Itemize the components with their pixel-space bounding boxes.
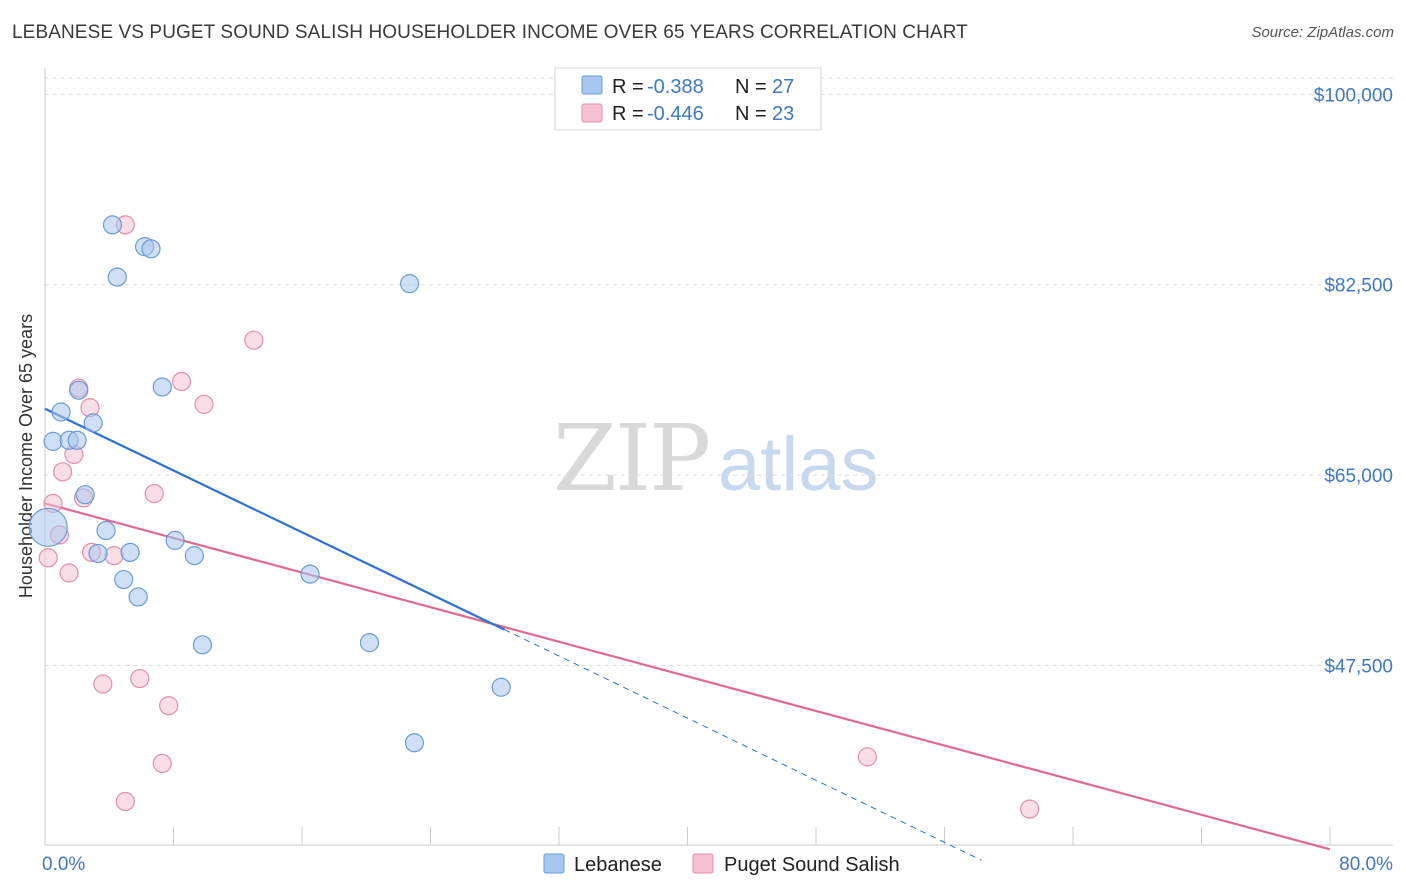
legend-label-puget-sound-salish: Puget Sound Salish [724, 854, 900, 876]
legend-label-lebanese: Lebanese [574, 854, 662, 876]
point-puget-sound-salish [152, 753, 172, 774]
point-lebanese [192, 635, 213, 655]
point-puget-sound-salish [130, 668, 150, 689]
point-puget-sound-salish [857, 747, 878, 767]
stats-legend-r-label-blue: R = [612, 76, 644, 98]
point-lebanese [491, 677, 511, 697]
point-lebanese [69, 380, 89, 400]
data-points [28, 215, 1040, 819]
chart-title: LEBANESE VS PUGET SOUND SALISH HOUSEHOLD… [12, 22, 968, 43]
stats-legend-n-label-pink: N = [735, 103, 767, 125]
stats-legend-r-value-pink: -0.446 [647, 103, 704, 125]
point-puget-sound-salish [244, 330, 264, 350]
y-tick-labels: $100,000 $82,500 $65,000 $47,500 [1314, 85, 1393, 677]
point-puget-sound-salish [171, 371, 192, 392]
trend-line-lebanese [44, 407, 505, 631]
point-puget-sound-salish [194, 394, 214, 414]
point-lebanese [141, 239, 161, 259]
point-lebanese [128, 587, 148, 607]
stats-legend-n-label-blue: N = [735, 76, 767, 98]
x-tick-label-min: 0.0% [42, 854, 85, 875]
point-lebanese [107, 267, 127, 287]
series-legend: Lebanese Puget Sound Salish [543, 853, 900, 876]
x-tick-label-max: 80.0% [1339, 854, 1393, 875]
stats-legend-n-value-pink: 23 [772, 103, 794, 125]
point-lebanese [114, 569, 134, 590]
point-lebanese [67, 430, 87, 450]
point-lebanese [75, 485, 95, 505]
watermark-atlas: atlas [718, 422, 879, 507]
axes [44, 68, 1393, 846]
point-lebanese [96, 520, 116, 541]
y-tick-label-100000: $100,000 [1314, 85, 1393, 106]
trend-lines [44, 407, 1331, 861]
trend-line-puget-sound-salish [44, 502, 1331, 851]
point-puget-sound-salish [104, 546, 124, 566]
stats-legend: R = -0.388 N = 27 R = -0.446 N = 23 [554, 67, 822, 131]
point-lebanese [359, 633, 380, 653]
point-lebanese [404, 733, 425, 753]
point-lebanese [51, 402, 71, 422]
watermark: ZIP atlas [553, 405, 879, 512]
trend-line-lebanese-extension [504, 629, 982, 861]
point-lebanese [28, 507, 68, 547]
y-tick-label-47500: $47,500 [1324, 656, 1393, 677]
stats-legend-n-value-blue: 27 [772, 76, 794, 98]
point-puget-sound-salish [1020, 799, 1040, 819]
legend-swatch-puget-sound-salish [692, 853, 714, 874]
stats-legend-r-value-blue: -0.388 [647, 76, 704, 98]
point-lebanese [120, 542, 140, 562]
point-lebanese [102, 215, 123, 235]
point-puget-sound-salish [144, 483, 164, 504]
point-lebanese [184, 546, 204, 566]
stats-legend-r-label-pink: R = [612, 103, 644, 125]
point-puget-sound-salish [93, 674, 113, 694]
gridlines [45, 77, 1393, 666]
y-axis-title: Householder Income Over 65 years [16, 314, 36, 598]
y-tick-label-82500: $82,500 [1324, 276, 1393, 297]
point-lebanese [88, 543, 108, 564]
watermark-zip: ZIP [553, 405, 709, 512]
point-puget-sound-salish [159, 696, 179, 716]
stats-legend-swatch-pink [581, 103, 603, 123]
point-puget-sound-salish [53, 462, 73, 482]
point-puget-sound-salish [38, 548, 58, 568]
point-puget-sound-salish [115, 791, 135, 812]
point-lebanese [400, 274, 420, 294]
point-lebanese [152, 377, 172, 397]
point-puget-sound-salish [59, 563, 79, 583]
point-lebanese [165, 530, 185, 550]
point-lebanese [83, 413, 103, 433]
chart-source: Source: ZipAtlas.com [1251, 24, 1394, 41]
stats-legend-swatch-blue [581, 75, 603, 95]
point-lebanese [43, 431, 63, 451]
y-tick-label-65000: $65,000 [1324, 466, 1393, 487]
point-lebanese [300, 564, 320, 584]
legend-swatch-lebanese [543, 853, 565, 874]
